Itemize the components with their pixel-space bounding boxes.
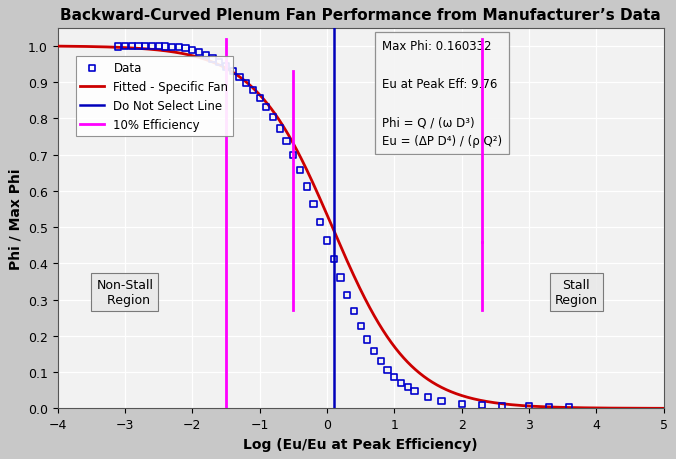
Data	[241, 80, 251, 87]
Data	[301, 184, 312, 191]
X-axis label: Log (Eu/Eu at Peak Efficiency): Log (Eu/Eu at Peak Efficiency)	[243, 437, 478, 451]
Fitted - Specific Fan	[642, 406, 650, 411]
Data	[133, 43, 144, 50]
Data	[308, 201, 319, 208]
Data	[180, 45, 191, 53]
Data	[402, 384, 413, 391]
Fitted - Specific Fan	[332, 234, 340, 239]
Fitted - Specific Fan	[660, 406, 668, 411]
Data	[174, 45, 185, 52]
Fitted - Specific Fan	[84, 45, 93, 50]
Text: Stall
Region: Stall Region	[554, 279, 598, 307]
Data	[220, 64, 231, 71]
Data	[544, 403, 554, 411]
Data	[422, 394, 433, 401]
Data	[395, 379, 406, 386]
Data	[349, 308, 360, 315]
Fitted - Specific Fan	[642, 406, 650, 411]
Data	[214, 59, 224, 67]
Data	[160, 44, 171, 51]
Data	[268, 114, 279, 122]
Data	[120, 43, 130, 50]
Data	[207, 56, 218, 63]
Data	[113, 44, 124, 51]
Text: Non-Stall
  Region: Non-Stall Region	[97, 279, 153, 307]
Line: Fitted - Specific Fan: Fitted - Specific Fan	[57, 47, 664, 409]
Data	[375, 358, 386, 365]
Data	[288, 152, 299, 160]
Data	[274, 125, 285, 133]
Data	[147, 43, 158, 50]
Data	[564, 404, 575, 411]
Data	[477, 402, 487, 409]
Data	[362, 336, 372, 343]
Data	[193, 50, 204, 57]
Data	[335, 274, 346, 281]
Legend: Data, Fitted - Specific Fan, Do Not Select Line, 10% Efficiency: Data, Fitted - Specific Fan, Do Not Sele…	[76, 57, 233, 136]
Data	[247, 87, 258, 95]
Data	[200, 52, 211, 60]
Data	[234, 74, 245, 81]
Data	[187, 47, 197, 55]
Data	[409, 388, 420, 395]
Data	[355, 323, 366, 330]
Data	[368, 347, 379, 355]
Data	[261, 104, 272, 112]
Data	[456, 400, 467, 408]
Data	[524, 403, 535, 410]
Title: Backward-Curved Plenum Fan Performance from Manufacturer’s Data: Backward-Curved Plenum Fan Performance f…	[60, 8, 661, 23]
Text: Max Phi: 0.160332

Eu at Peak Eff: 9.76

Phi = Q / (ω D³)
Eu = (ΔP D⁴) / (ρ Q²): Max Phi: 0.160332 Eu at Peak Eff: 9.76 P…	[382, 40, 502, 148]
Y-axis label: Phi / Max Phi: Phi / Max Phi	[8, 168, 22, 269]
Data	[342, 291, 353, 299]
Data	[382, 366, 393, 374]
Fitted - Specific Fan	[53, 44, 62, 50]
Data	[153, 44, 164, 51]
Data	[167, 44, 178, 51]
Data	[140, 43, 151, 50]
Fitted - Specific Fan	[348, 270, 356, 275]
Data	[322, 237, 333, 245]
Data	[227, 68, 238, 76]
Data	[126, 43, 137, 50]
Data	[254, 95, 265, 102]
Data	[315, 219, 326, 226]
Data	[329, 256, 339, 263]
Data	[497, 402, 508, 409]
Data	[281, 138, 292, 146]
Data	[436, 397, 447, 404]
Fitted - Specific Fan	[531, 404, 539, 409]
Data	[295, 167, 306, 174]
Data	[389, 373, 400, 381]
